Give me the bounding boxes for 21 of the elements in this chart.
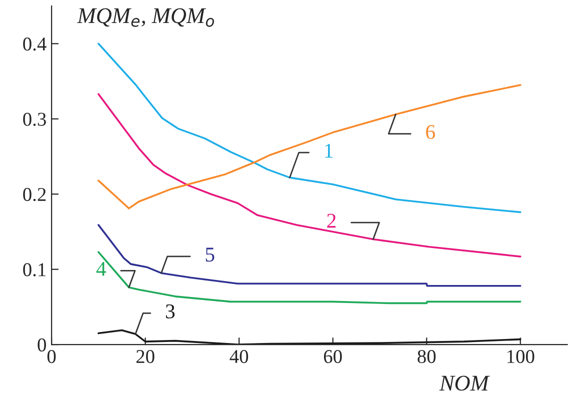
y-tick-label: 0.3 <box>23 112 46 126</box>
series-label: 2 <box>327 214 336 228</box>
x-tick-label: 0 <box>47 350 56 364</box>
y-tick-label: 0.4 <box>23 37 46 51</box>
y-tick-label: 0 <box>38 338 46 352</box>
y-axis-title: MQM$_{e}$, MQM$_{o}$ <box>77 8 214 27</box>
x-tick-label: 20 <box>136 350 154 364</box>
y-tick-label: 0.2 <box>23 188 46 202</box>
x-tick-label: 60 <box>324 350 342 364</box>
series-label: 6 <box>426 125 435 140</box>
line-series <box>98 42 522 214</box>
y-tick-label: 0.1 <box>23 263 46 276</box>
series-label: 4 <box>96 262 106 276</box>
x-tick-label: 40 <box>230 350 248 364</box>
series-label: 5 <box>206 248 214 262</box>
x-tick-label: 80 <box>418 350 436 364</box>
series-label: 1 <box>325 144 333 158</box>
series-label: 3 <box>166 304 175 318</box>
line-series <box>98 84 522 210</box>
x-tick-label: 100 <box>508 350 534 364</box>
x-axis-title: NOM <box>439 376 490 391</box>
